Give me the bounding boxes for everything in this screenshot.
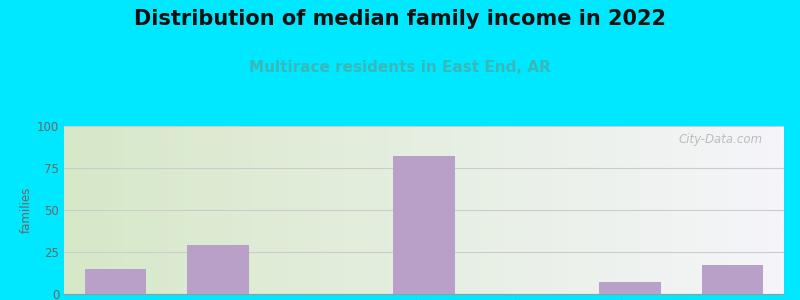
Bar (393, 156, 455, 294)
Bar (702, 266, 763, 294)
Text: Multirace residents in East End, AR: Multirace residents in East End, AR (249, 60, 551, 75)
Text: Distribution of median family income in 2022: Distribution of median family income in … (134, 9, 666, 29)
Y-axis label: families: families (20, 187, 33, 233)
Bar (187, 245, 249, 294)
Bar (85, 269, 146, 294)
Bar (599, 282, 661, 294)
Text: City-Data.com: City-Data.com (678, 133, 762, 146)
